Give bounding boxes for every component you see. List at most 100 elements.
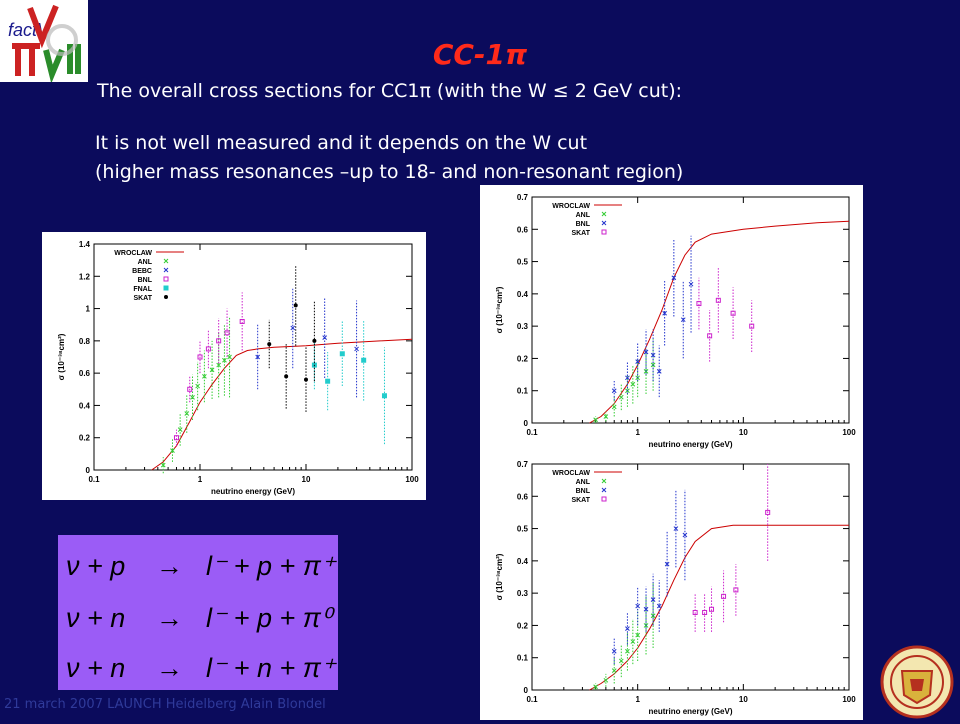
chart-2-legend-label-skat: SKAT [571,497,590,504]
chart-1-legend-label-wroclaw: WROCLAW [552,203,590,210]
chart-2-legend-swatch-skat [601,496,607,502]
chart-2-legend-label-bnl: BNL [576,488,591,495]
chart-1-series-bnl-point-1 [625,375,630,381]
chart-2-ytick-label-2: 0.2 [517,621,529,630]
chart-1-ytick-label-4: 0.4 [517,290,529,299]
chart-1-series-anl-point-2 [611,404,617,410]
chart-all-channels: 0.1 1 10 100 0 0.2 0.4 0.6 0.8 1 1.2 1.4 neutrino en… [57,240,419,496]
chart-1-ytick-label-3: 0.3 [517,322,529,331]
chart-0-ytick-label-6: 1.2 [79,272,91,281]
chart-0-series-fnal-point-3 [361,357,367,363]
chart-2-legend-swatch-anl [601,478,607,484]
chart-2-ytick-label-1: 0.1 [517,654,529,663]
factv-logo: factV [0,0,88,84]
reaction-3-lhs: ν + n [66,653,125,683]
chart-0-series-anl-point-5 [195,383,200,389]
chart-0-series-anl-point-0 [160,462,166,468]
chart-1-series-anl-point-5 [630,381,636,387]
chart-2-series-skat-point-3 [721,593,727,599]
chart-1-series-skat-point-2 [715,297,721,303]
chart-0-xtick-label-1: 1 [198,475,203,484]
chart-1-series-anl-point-3 [618,394,624,400]
chart-2-series-skat-point-0 [692,610,698,616]
chart-2-ytick-label-0: 0 [524,686,529,695]
chart-0-xtick-label-3: 100 [405,475,419,484]
chart-2-series-bnl-point-6 [664,561,670,567]
chart-0-legend-swatch-bnl [163,276,169,282]
chart-1-series-bnl-point-7 [671,275,677,281]
chart-1-xtick-label-0: 0.1 [526,428,538,437]
chart-0-ytick-label-7: 1.4 [79,240,91,249]
chart-2-xtick-label-3: 100 [842,695,856,704]
note-line-1: It is not well measured and it depends o… [95,132,588,154]
reaction-2-arrow: → [156,603,183,633]
chart-0-legend-label-bnl: BNL [138,277,153,284]
university-seal-icon [880,645,954,719]
chart-0-legend-label-skat: SKAT [133,295,152,302]
chart-0-legend-label-fnal: FNAL [133,286,152,293]
chart-1-ytick-label-5: 0.5 [517,258,529,267]
reaction-1-rhs: l⁻ + p + π⁺ [206,551,337,581]
chart-0-series-skat-point-2 [293,303,298,308]
chart-0-series-fnal-point-1 [325,378,331,384]
slide-title: CC-1π [432,38,528,71]
chart-2-ytick-label-6: 0.6 [517,492,529,501]
chart-0-series-anl-point-4 [190,395,195,400]
chart-0-xlabel: neutrino energy (GeV) [211,487,295,496]
chart-0-legend-swatch-skat [164,295,168,299]
chart-0-series-bebc-point-0 [255,354,261,360]
chart-1-ytick-label-2: 0.2 [517,354,529,363]
chart-1-series-anl-point-1 [603,414,609,419]
chart-0-series-wroclaw-line [151,338,413,471]
chart-1-ytick-label-1: 0.1 [517,387,529,396]
chart-0-series-bnl-point-4 [216,338,222,344]
chart-0-xtick-label-2: 10 [302,475,311,484]
chart-panel-left: 0.1 1 10 100 0 0.2 0.4 0.6 0.8 1 1.2 1.4 neutrino en… [42,232,426,500]
chart-1-xlabel: neutrino energy (GeV) [648,440,732,449]
chart-1-xtick-label-3: 100 [842,428,856,437]
chart-0-series-anl-point-9 [222,357,227,363]
chart-2-legend-swatch-bnl [601,487,607,493]
chart-2-series-anl-point-5 [630,639,636,644]
chart-2-series-skat-point-5 [765,509,771,515]
chart-0-ytick-label-5: 1 [86,305,91,314]
reaction-2-lhs: ν + n [66,603,125,633]
chart-2-xtick-label-1: 1 [635,695,640,704]
chart-0-series-bebc-point-3 [354,346,359,352]
reaction-1-lhs: ν + p [66,551,125,581]
chart-2-legend-label-anl: ANL [576,479,591,486]
chart-2-xtick-label-0: 0.1 [526,695,538,704]
chart-2-series-bnl-point-2 [635,603,641,609]
chart-0-series-bebc-point-2 [322,335,328,340]
chart-0-series-anl-point-1 [170,448,175,453]
chart-2-ytick-label-4: 0.4 [517,557,529,566]
chart-2-series-wroclaw-line [589,524,849,691]
chart-0-ytick-label-0: 0 [86,466,91,475]
chart-proton-channel: 0.1 1 10 10000.10.20.30.40.50.60.7neutrino … [495,193,856,449]
chart-0-legend-label-bebc: BEBC [132,268,152,275]
chart-2-ylabel: σ (10⁻³⁸cm²) [495,553,504,600]
chart-2-series-bnl-point-7 [673,526,679,531]
chart-1-ytick-label-0: 0 [524,419,529,428]
chart-2-plot-frame [531,463,850,691]
chart-2-series-bnl-point-0 [611,648,617,654]
chart-1-ytick-label-7: 0.7 [517,193,529,202]
chart-2-series-anl-point-3 [618,658,624,664]
chart-0-series-bnl-point-6 [239,318,245,324]
chart-0-series-skat-point-0 [267,342,272,347]
chart-0-series-anl-point-6 [202,374,207,379]
chart-1-series-wroclaw-line [589,220,850,424]
chart-1-ytick-label-6: 0.6 [517,225,529,234]
chart-1-legend-swatch-bnl [601,220,607,226]
chart-1-series-skat-point-0 [696,301,702,307]
chart-0-legend-swatch-fnal [163,285,169,291]
chart-0-legend-label-wroclaw: WROCLAW [114,250,152,257]
chart-2-xtick-label-2: 10 [739,695,748,704]
chart-2-series-anl-point-2 [611,668,617,673]
reaction-1-arrow: → [156,551,183,581]
chart-0-series-bnl-point-1 [187,386,193,392]
note-line-2: (higher mass resonances –up to 18- and n… [95,161,684,183]
chart-1-legend-swatch-anl [601,211,607,217]
chart-2-ytick-label-3: 0.3 [517,589,529,598]
chart-0-series-bnl-point-2 [197,354,203,360]
